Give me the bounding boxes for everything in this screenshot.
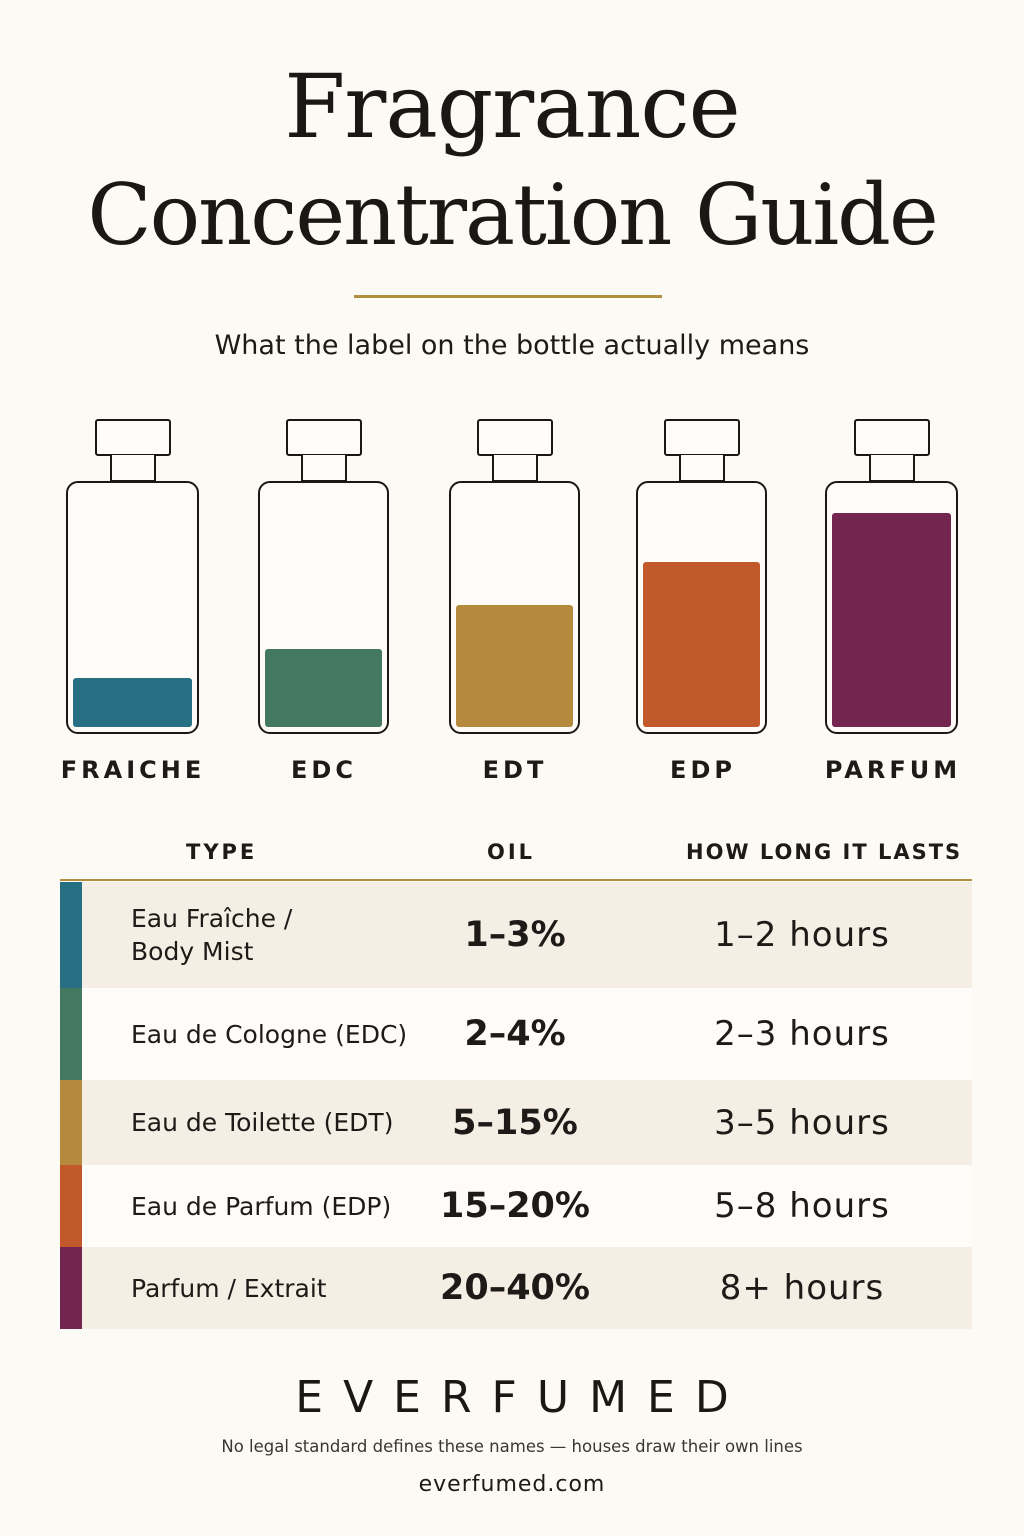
row-oil: 1–3% bbox=[464, 915, 566, 955]
footer-website-link[interactable]: everfumed.com bbox=[418, 1472, 606, 1497]
bottle-label-fraiche: FRAICHE bbox=[60, 756, 206, 784]
column-header-oil: OIL bbox=[487, 840, 536, 864]
bottle-neck bbox=[491, 455, 538, 482]
bottle-label-edt: EDT bbox=[482, 756, 548, 784]
bottle-label-parfum: PARFUM bbox=[824, 756, 962, 784]
bottle-body bbox=[66, 481, 199, 734]
row-lasts: 3–5 hours bbox=[714, 1102, 890, 1143]
bottle-cap bbox=[853, 419, 930, 456]
row-lasts: 5–8 hours bbox=[714, 1186, 890, 1226]
row-type: Parfum / Extrait bbox=[131, 1247, 431, 1329]
bottle-cap bbox=[663, 419, 740, 456]
row-color-stripe bbox=[60, 988, 82, 1080]
bottle-edc bbox=[258, 419, 389, 734]
bottle-neck bbox=[868, 455, 915, 482]
bottle-parfum bbox=[825, 419, 958, 734]
row-lasts: 8+ hours bbox=[719, 1268, 885, 1308]
row-oil: 15–20% bbox=[440, 1186, 590, 1226]
column-header-type: TYPE bbox=[186, 840, 258, 864]
footer-disclaimer: No legal standard defines these names — … bbox=[221, 1437, 803, 1456]
row-type: Eau de Parfum (EDP) bbox=[131, 1165, 431, 1247]
bottle-fraiche bbox=[66, 419, 199, 734]
bottle-label-edp: EDP bbox=[670, 756, 736, 784]
page-title-line1: Fragrance bbox=[284, 55, 741, 158]
bottle-liquid-fraiche bbox=[73, 678, 192, 727]
row-lasts: 1–2 hours bbox=[714, 915, 890, 955]
bottle-body bbox=[636, 481, 767, 734]
row-type-line1: Eau de Toilette (EDT) bbox=[131, 1108, 394, 1137]
row-type-line2: Body Mist bbox=[131, 937, 254, 966]
row-type: Eau Fraîche / Body Mist bbox=[131, 882, 431, 988]
bottle-body bbox=[449, 481, 580, 734]
page-title-line2: Concentration Guide bbox=[87, 166, 938, 264]
row-type-line1: Parfum / Extrait bbox=[131, 1273, 327, 1303]
bottle-edt bbox=[449, 419, 580, 734]
bottle-cap bbox=[285, 419, 362, 456]
bottle-cap bbox=[476, 419, 553, 456]
brand-wordmark: EVERFUMED bbox=[295, 1372, 749, 1423]
row-color-stripe bbox=[60, 1165, 82, 1247]
table-row: Eau de Cologne (EDC) 2–4% 2–3 hours bbox=[60, 988, 972, 1080]
bottle-liquid-edc bbox=[265, 649, 382, 727]
row-oil: 20–40% bbox=[440, 1268, 590, 1308]
row-color-stripe bbox=[60, 1247, 82, 1329]
row-type: Eau de Cologne (EDC) bbox=[131, 988, 431, 1080]
bottle-body bbox=[258, 481, 389, 734]
bottle-neck bbox=[678, 455, 725, 482]
row-color-stripe bbox=[60, 1080, 82, 1165]
row-type-line1: Eau de Cologne (EDC) bbox=[131, 1019, 408, 1049]
row-type-line1: Eau de Parfum (EDP) bbox=[131, 1191, 392, 1221]
row-oil: 5–15% bbox=[452, 1102, 578, 1143]
row-type-line1: Eau Fraîche / bbox=[131, 904, 293, 933]
table-row: Parfum / Extrait 20–40% 8+ hours bbox=[60, 1247, 972, 1329]
bottle-edp bbox=[636, 419, 767, 734]
bottle-cap bbox=[94, 419, 171, 456]
table-row: Eau de Toilette (EDT) 5–15% 3–5 hours bbox=[60, 1080, 972, 1165]
title-divider bbox=[354, 295, 662, 298]
bottle-label-edc: EDC bbox=[291, 756, 357, 784]
row-color-stripe bbox=[60, 882, 82, 988]
row-type: Eau de Toilette (EDT) bbox=[131, 1080, 431, 1165]
table-header-divider bbox=[60, 879, 972, 881]
bottle-body bbox=[825, 481, 958, 734]
table-row: Eau Fraîche / Body Mist 1–3% 1–2 hours bbox=[60, 882, 972, 988]
page-subtitle: What the label on the bottle actually me… bbox=[214, 330, 810, 361]
table-row: Eau de Parfum (EDP) 15–20% 5–8 hours bbox=[60, 1165, 972, 1247]
bottle-liquid-edp bbox=[643, 562, 760, 727]
bottle-neck bbox=[300, 455, 347, 482]
row-oil: 2–4% bbox=[464, 1014, 566, 1054]
bottle-liquid-edt bbox=[456, 605, 573, 727]
column-header-lasts: HOW LONG IT LASTS bbox=[686, 840, 963, 864]
row-lasts: 2–3 hours bbox=[714, 1014, 890, 1054]
bottle-neck bbox=[109, 455, 156, 482]
bottle-liquid-parfum bbox=[832, 513, 951, 727]
